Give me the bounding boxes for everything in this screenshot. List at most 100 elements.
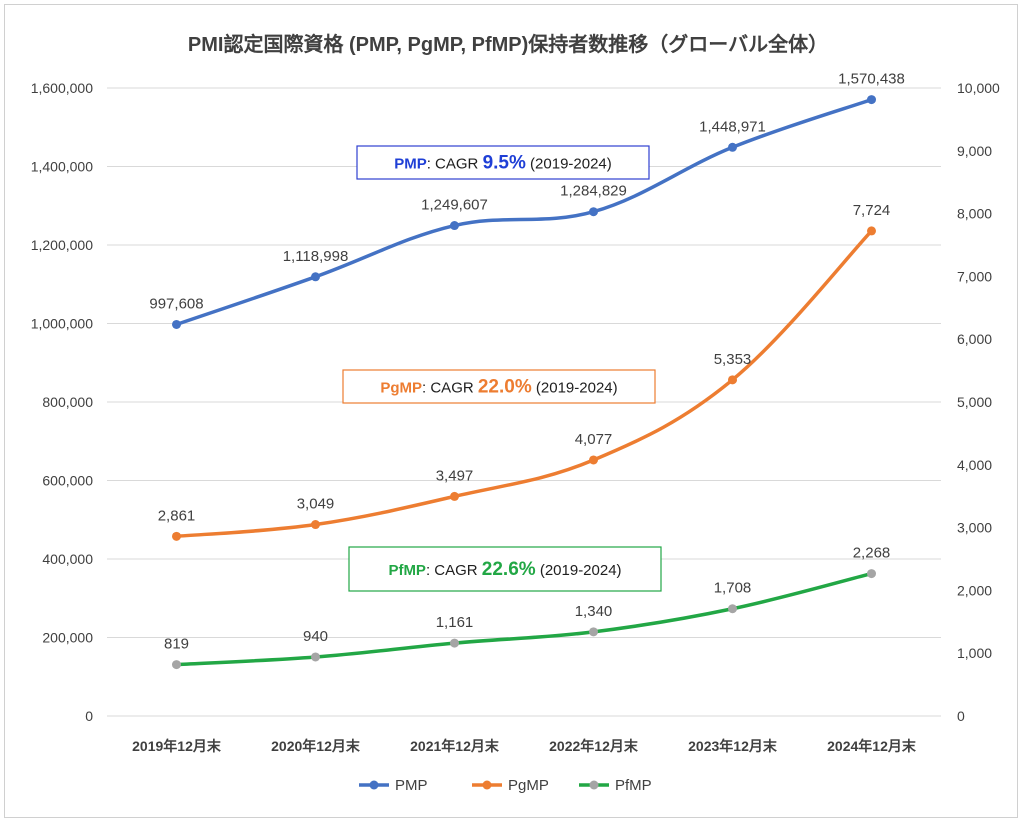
annotation-cagr-value: 22.6% (482, 559, 536, 580)
pmp-data-point (311, 272, 320, 282)
x-tick-label: 2019年12月末 (132, 738, 222, 754)
pgmp-data-point (172, 531, 181, 541)
pfmp-legend-item: PfMP (579, 777, 652, 794)
y-left-tick-label: 200,000 (42, 630, 93, 646)
y-left-tick-label: 1,200,000 (31, 237, 93, 253)
pfmp-data-label: 2,268 (853, 545, 891, 562)
annotation-prefix: : CAGR (426, 562, 482, 579)
annotation-text: PMP: CAGR 9.5% (2019-2024) (394, 153, 612, 174)
pfmp-cagr-annotation: PfMP: CAGR 22.6% (2019-2024) (348, 546, 662, 592)
y-right-tick-label: 3,000 (957, 520, 992, 536)
x-tick-label: 2021年12月末 (410, 738, 500, 754)
pfmp-series-line (174, 571, 874, 667)
pmp-data-point (589, 207, 598, 217)
pfmp-data-label: 1,340 (575, 603, 613, 620)
pmp-data-label: 997,608 (149, 295, 203, 312)
annotation-text: PgMP: CAGR 22.0% (2019-2024) (380, 377, 617, 398)
pmp-data-label: 1,249,607 (421, 197, 488, 214)
annotation-prefix: : CAGR (422, 380, 478, 397)
annotation-box (342, 369, 656, 404)
pgmp-data-label: 7,724 (853, 202, 891, 219)
y-left-tick-label: 1,600,000 (31, 80, 93, 96)
y-right-tick-label: 0 (957, 708, 965, 724)
chart-frame: PMI認定国際資格 (PMP, PgMP, PfMP)保持者数推移（グローバル全… (4, 4, 1018, 818)
y-left-tick-label: 400,000 (42, 551, 93, 567)
y-left-tick-label: 800,000 (42, 394, 93, 410)
pmp-data-point (728, 142, 737, 152)
pmp-data-label: 1,570,438 (838, 71, 905, 88)
y-right-tick-label: 4,000 (957, 457, 992, 473)
x-tick-label: 2020年12月末 (271, 738, 361, 754)
pgmp-data-label: 3,049 (297, 496, 335, 513)
pfmp-data-label: 1,161 (436, 614, 474, 631)
pmp-data-label: 1,448,971 (699, 118, 766, 135)
annotation-text: PfMP: CAGR 22.6% (2019-2024) (388, 559, 621, 580)
y-right-tick-label: 6,000 (957, 331, 992, 347)
annotation-cagr-value: 22.0% (478, 377, 532, 398)
right-axis: 0 1,000 2,000 3,000 4,000 5,000 6,000 7,000 8,00… (957, 80, 1000, 724)
y-right-tick-label: 1,000 (957, 645, 992, 661)
pfmp-data-label: 819 (164, 636, 189, 653)
pmp-data-point (172, 319, 181, 329)
x-tick-label: 2024年12月末 (827, 738, 917, 754)
pfmp-data-point (450, 638, 459, 648)
pmp-series-line (174, 97, 874, 327)
legend-label: PMP (395, 777, 428, 794)
pmp-cagr-annotation: PMP: CAGR 9.5% (2019-2024) (356, 145, 650, 180)
y-left-tick-label: 1,400,000 (31, 159, 93, 175)
annotation-period: (2019-2024) (536, 562, 622, 579)
pmp-data-point (867, 95, 876, 105)
y-left-tick-label: 600,000 (42, 473, 93, 489)
legend-marker (589, 780, 599, 790)
pfmp-data-point (311, 652, 320, 662)
pgmp-series-line (174, 229, 874, 539)
series-layer (172, 95, 876, 670)
y-left-tick-label: 0 (85, 708, 93, 724)
pmp-data-label: 1,118,998 (283, 248, 349, 265)
pfmp-data-point (867, 569, 876, 579)
x-tick-label: 2023年12月末 (688, 738, 778, 754)
y-right-tick-label: 7,000 (957, 268, 992, 284)
pfmp-data-label: 940 (303, 628, 328, 645)
pgmp-data-label: 3,497 (436, 467, 474, 484)
annotation-box (356, 145, 650, 180)
pgmp-data-label: 5,353 (714, 351, 752, 368)
annotation-series-name: PfMP (388, 562, 426, 579)
annotation-series-name: PMP (394, 156, 427, 173)
pmp-legend-item: PMP (359, 777, 428, 794)
y-left-tick-label: 1,000,000 (31, 316, 93, 332)
annotation-cagr-value: 9.5% (483, 153, 526, 174)
annotation-series-name: PgMP (380, 380, 422, 397)
legend-label: PfMP (615, 777, 652, 794)
x-tick-label: 2022年12月末 (549, 738, 639, 754)
pgmp-data-label: 2,861 (158, 507, 196, 524)
y-right-tick-label: 9,000 (957, 143, 992, 159)
pfmp-data-point (589, 627, 598, 637)
left-axis: 0 200,000 400,000 600,000 800,000 1,000,000 1,… (31, 80, 94, 724)
pgmp-data-point (867, 226, 876, 236)
x-axis: 2019年12月末 2020年12月末 2021年12月末 2022年12月末 2023… (132, 738, 917, 754)
annotation-period: (2019-2024) (532, 380, 618, 397)
data-labels: 997,608 1,118,998 1,249,607 1,284,829 1,448,… (149, 71, 904, 653)
legend-marker (482, 780, 492, 790)
pgmp-data-point (728, 375, 737, 385)
pmp-data-label: 1,284,829 (560, 183, 627, 200)
y-right-tick-label: 2,000 (957, 582, 992, 598)
annotation-box (348, 546, 662, 592)
y-right-tick-label: 8,000 (957, 206, 992, 222)
cagr-annotations: PMP: CAGR 9.5% (2019-2024)PgMP: CAGR 22.… (342, 145, 662, 592)
legend-marker (369, 780, 379, 790)
pfmp-data-point (728, 604, 737, 614)
annotation-period: (2019-2024) (526, 156, 612, 173)
chart-title: PMI認定国際資格 (PMP, PgMP, PfMP)保持者数推移（グローバル全… (188, 32, 828, 56)
legend-label: PgMP (508, 777, 549, 794)
pmp-data-point (450, 221, 459, 231)
y-right-tick-label: 5,000 (957, 394, 992, 410)
y-right-tick-label: 10,000 (957, 80, 1000, 96)
line-chart: PMI認定国際資格 (PMP, PgMP, PfMP)保持者数推移（グローバル全… (31, 32, 1000, 794)
annotation-prefix: : CAGR (427, 156, 483, 173)
pgmp-legend-item: PgMP (472, 777, 549, 794)
pgmp-data-point (311, 520, 320, 530)
pgmp-data-label: 4,077 (575, 431, 613, 448)
pfmp-data-label: 1,708 (714, 580, 752, 597)
